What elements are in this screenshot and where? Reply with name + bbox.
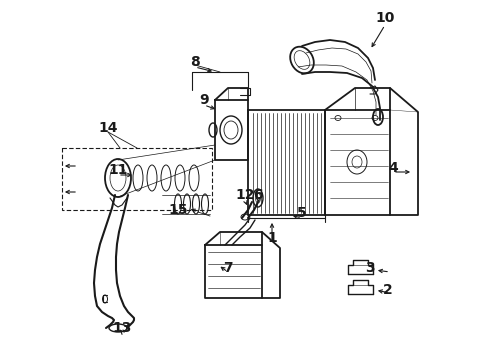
Text: 10: 10 — [375, 11, 394, 25]
Text: 8: 8 — [190, 55, 200, 69]
Bar — [62, 148, 212, 210]
Text: 6: 6 — [253, 188, 263, 202]
Text: 15: 15 — [168, 203, 188, 217]
Text: 14: 14 — [98, 121, 118, 135]
Text: 5: 5 — [297, 206, 307, 220]
Text: 7: 7 — [223, 261, 233, 275]
Text: 2: 2 — [383, 283, 393, 297]
Text: 1: 1 — [267, 231, 277, 245]
Text: 13: 13 — [112, 321, 132, 335]
Text: 12: 12 — [235, 188, 255, 202]
Text: 9: 9 — [199, 93, 209, 107]
Text: 4: 4 — [388, 161, 398, 175]
Text: 11: 11 — [108, 163, 128, 177]
Text: 3: 3 — [365, 261, 375, 275]
